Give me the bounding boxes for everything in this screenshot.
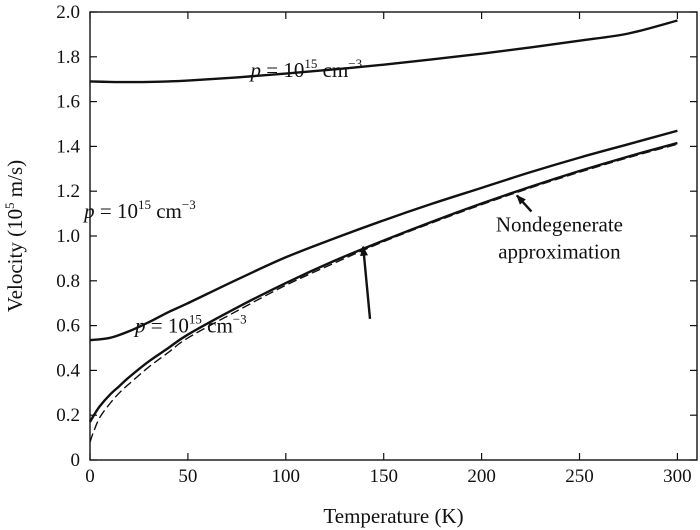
- y-tick-label: 0.4: [56, 360, 80, 381]
- y-tick-label: 1.2: [56, 181, 80, 202]
- y-axis-title-exponent: 5: [2, 202, 17, 209]
- annotation-2-unit-exponent: −3: [233, 311, 247, 326]
- annotation-0-text: = 10: [261, 58, 304, 82]
- y-tick-label: 1.4: [56, 136, 80, 157]
- annotation-1-unit: cm: [151, 199, 182, 223]
- x-tick-label: 0: [85, 466, 95, 487]
- y-tick-label: 2.0: [56, 2, 80, 23]
- y-tick-label: 0.6: [56, 316, 80, 337]
- x-tick-label: 300: [663, 466, 692, 487]
- annotation-2-symbol: p: [133, 313, 146, 337]
- x-tick-label: 50: [178, 466, 197, 487]
- x-tick-label: 250: [565, 466, 594, 487]
- axis-ticks: [89, 11, 697, 461]
- tick-labels: 0 50 100 150 200 250 300 0 0.2 0.4 0.6 0.8 1.0 1.2 1.4…: [56, 2, 691, 487]
- annotation-3-line-0: Nondegenerate: [496, 213, 623, 237]
- annotation-2-unit: cm: [202, 313, 233, 337]
- x-tick-label: 200: [467, 466, 496, 487]
- y-tick-label: 0: [71, 450, 81, 471]
- y-tick-label: 1.8: [56, 47, 80, 68]
- x-axis-title: Temperature (K): [323, 504, 463, 528]
- y-axis-title: Velocity (105 m/s): [2, 160, 27, 312]
- annotation-2: p = 1015 cm−3: [133, 311, 247, 337]
- annotation-0-exponent: 15: [304, 56, 317, 71]
- annotation-2-text: = 10: [146, 313, 189, 337]
- annotation-3-line-1: approximation: [498, 240, 621, 264]
- y-axis-title-main: Velocity (10: [3, 209, 27, 312]
- series-3-line: [89, 143, 678, 443]
- annotation-1-symbol: p: [82, 199, 95, 223]
- y-tick-label: 1.0: [56, 226, 80, 247]
- x-tick-label: 100: [272, 466, 301, 487]
- series-0-line: [89, 19, 678, 84]
- y-tick-label: 1.6: [56, 92, 80, 113]
- annotation-2-exponent: 15: [189, 311, 202, 326]
- x-tick-label: 150: [369, 466, 398, 487]
- series-1-line: [89, 129, 678, 342]
- annotation-1-exponent: 15: [138, 197, 151, 212]
- annotation-1-text: = 10: [95, 199, 138, 223]
- data-series: [88, 19, 678, 443]
- annotation-1-unit-exponent: −3: [182, 197, 196, 212]
- curve-annotations: p = 1015 cm−3p = 1015 cm−3p = 1015 cm−3N…: [82, 56, 623, 337]
- plot-frame: [89, 11, 698, 461]
- annotation-1: p = 1015 cm−3: [82, 197, 196, 223]
- y-tick-label: 0.2: [56, 405, 80, 426]
- annotation-2-arrow: [360, 245, 372, 319]
- annotation-0-unit-exponent: −3: [348, 56, 362, 71]
- series-2-line: [88, 141, 678, 423]
- y-tick-label: 0.8: [56, 271, 80, 292]
- annotation-0-unit: cm: [317, 58, 348, 82]
- annotation-3-arrow: [515, 194, 533, 213]
- annotation-0-symbol: p: [249, 58, 261, 82]
- annotation-0: p = 1015 cm−3: [249, 56, 363, 82]
- y-axis-title-unit: m/s): [3, 160, 27, 203]
